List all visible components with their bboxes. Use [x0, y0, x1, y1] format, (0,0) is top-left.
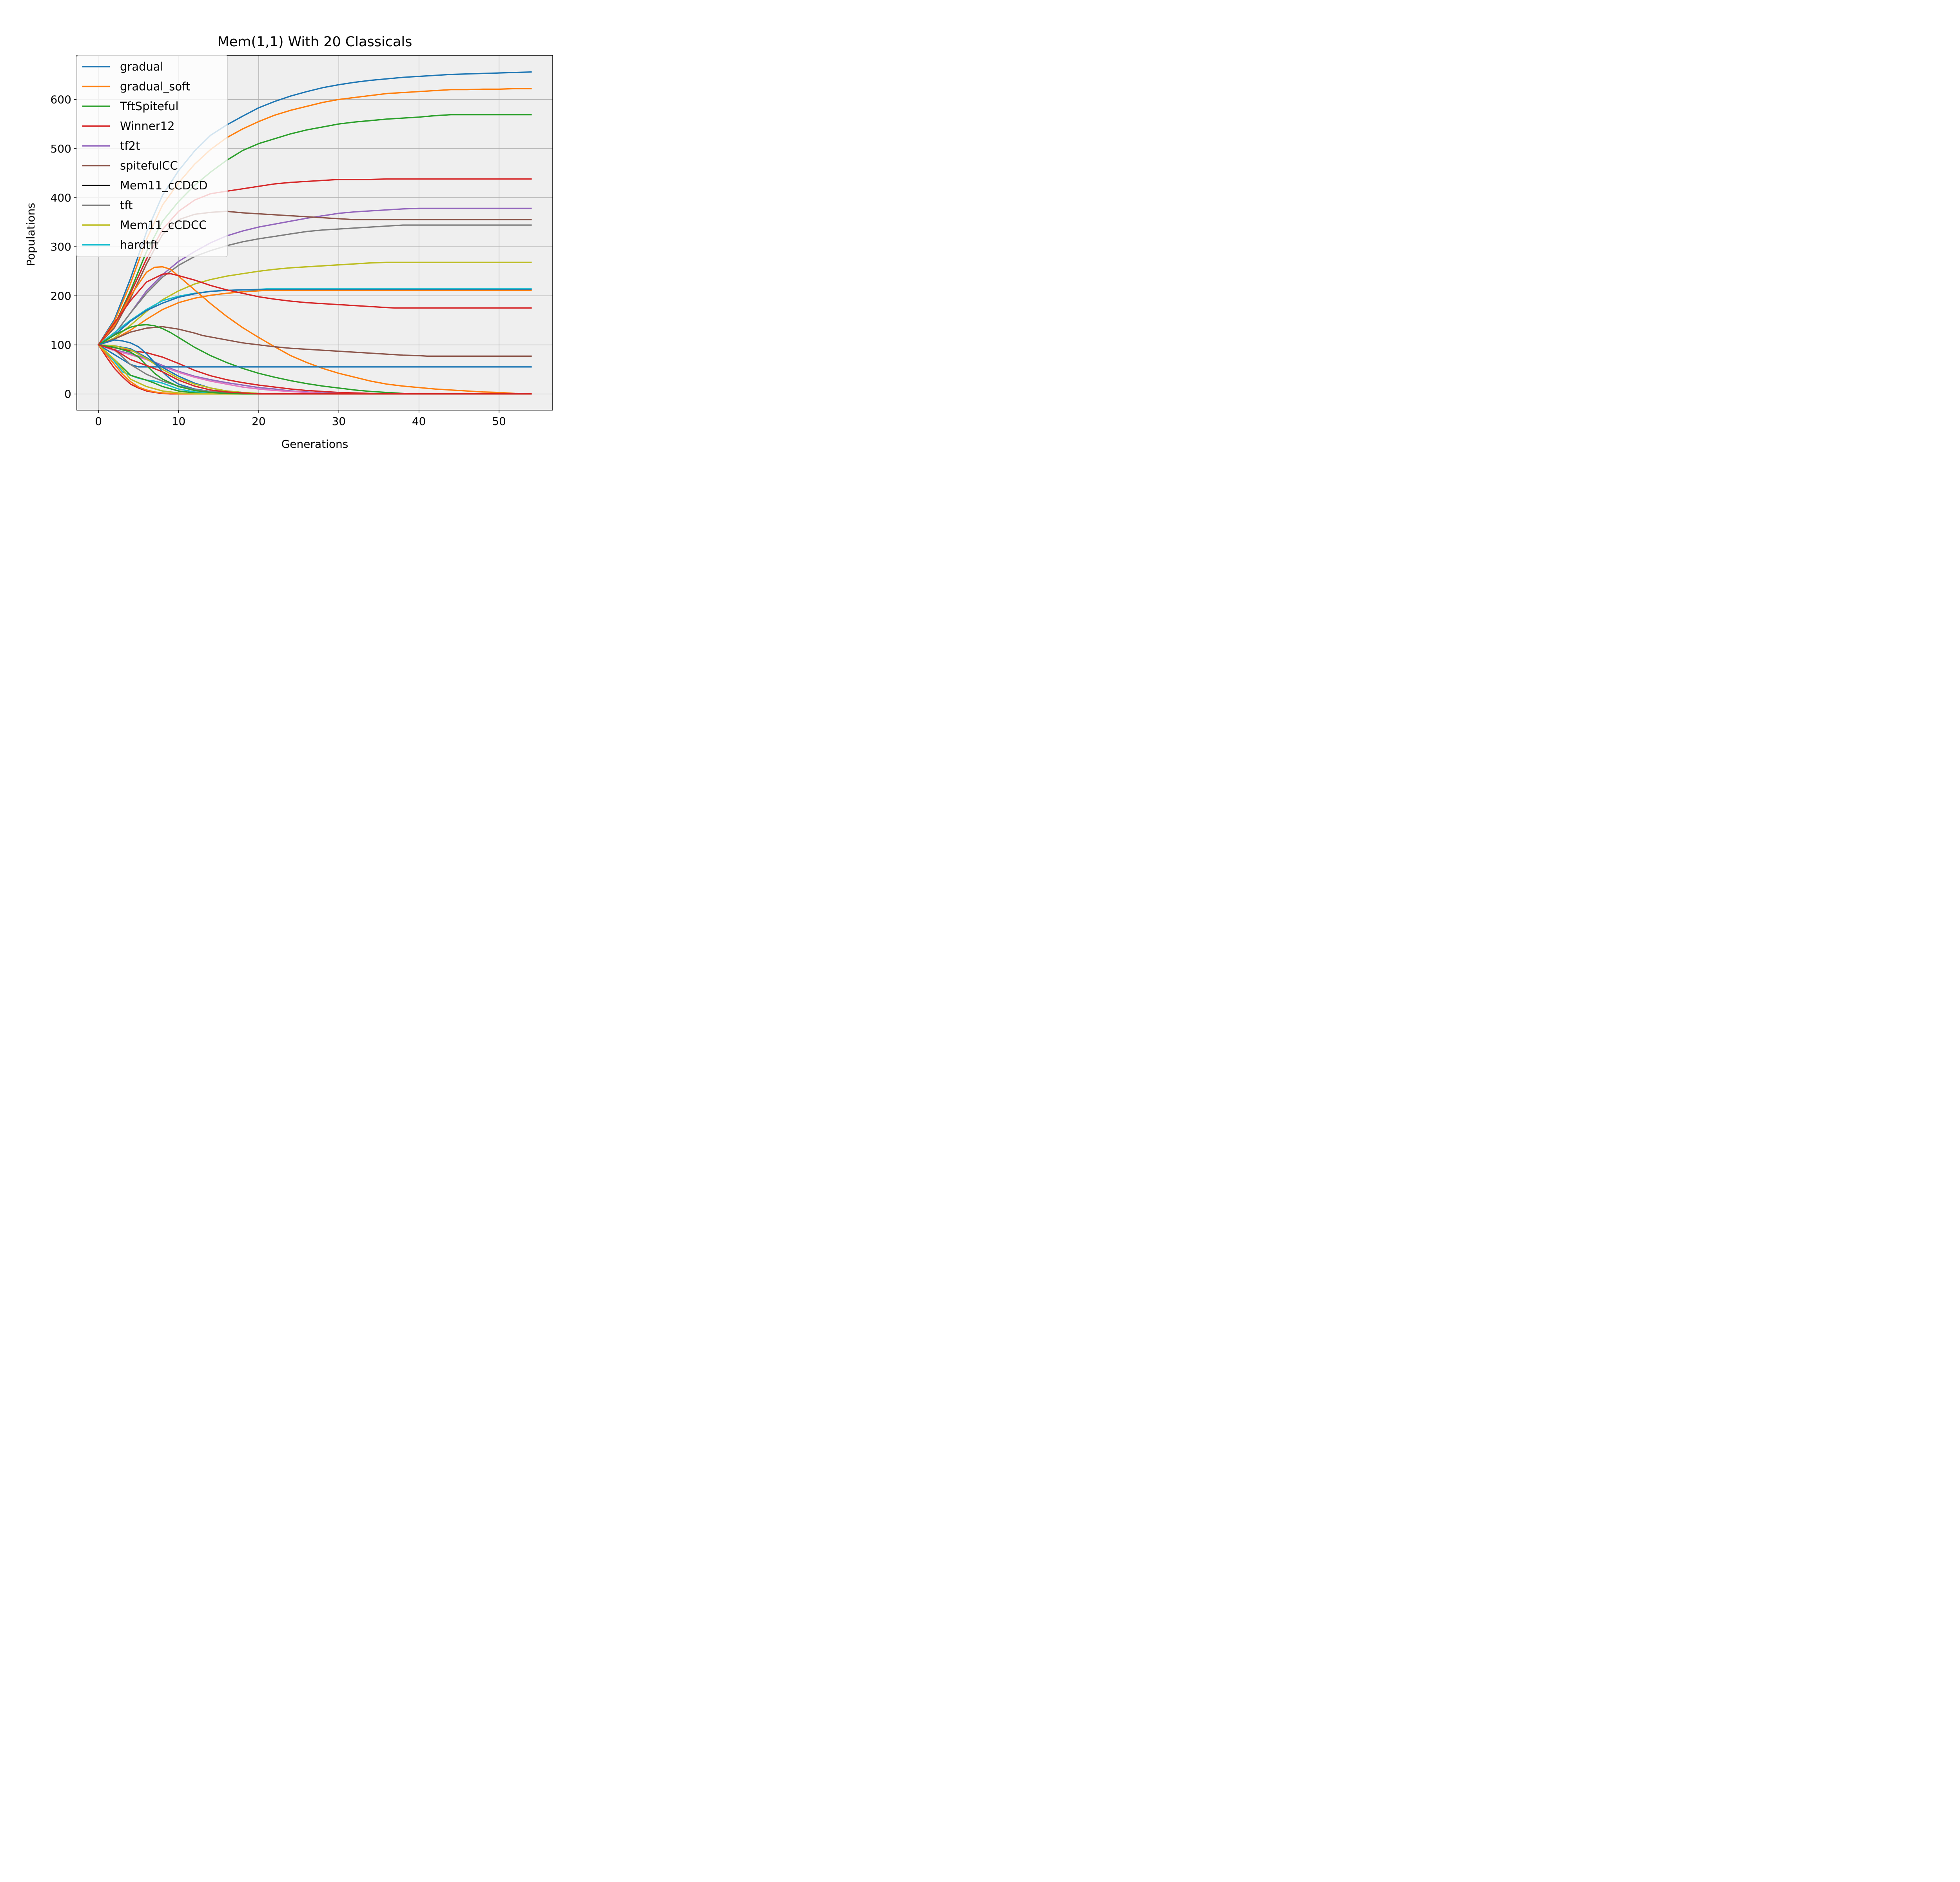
- series-line-28: [97, 344, 532, 395]
- series-line-tft: [97, 224, 532, 346]
- series-line-tf2t: [97, 207, 532, 346]
- legend-label: TftSpiteful: [120, 100, 179, 113]
- x-tick-label: 10: [172, 415, 186, 428]
- x-tick-label: 20: [252, 415, 266, 428]
- series-line-14: [98, 326, 532, 357]
- legend-label: Mem11_cCDCD: [120, 179, 208, 192]
- series-line-15: [97, 324, 532, 395]
- series-line-30: [98, 344, 532, 395]
- y-tick-label: 0: [64, 388, 71, 401]
- y-tick-label: 500: [51, 142, 71, 155]
- series-line-27: [97, 344, 532, 395]
- y-tick-label: 600: [51, 93, 71, 106]
- x-tick-label: 30: [332, 415, 346, 428]
- series-line-11: [98, 289, 532, 346]
- legend-label: Winner12: [120, 120, 175, 133]
- line-chart: 0 10 20 30 40 50 0 100 200 300 400 500 600 Mem(1,1)…: [0, 0, 608, 456]
- y-tick-label: 100: [51, 339, 71, 352]
- legend-label: hardtft: [120, 238, 158, 252]
- legend-label: tf2t: [120, 139, 140, 153]
- legend-box: [76, 55, 228, 257]
- legend-label: gradual_soft: [120, 80, 190, 93]
- legend-label: spitefulCC: [120, 159, 178, 173]
- y-tick-label: 300: [51, 240, 71, 253]
- y-tick-label: 200: [51, 289, 71, 302]
- y-tick-label: 400: [51, 191, 71, 204]
- series-line-12: [97, 266, 532, 395]
- x-tick-label: 40: [412, 415, 426, 428]
- x-axis-label: Generations: [281, 438, 348, 451]
- legend-label: gradual: [120, 60, 163, 73]
- chart-title: Mem(1,1) With 20 Classicals: [218, 34, 412, 50]
- x-tick-label: 0: [95, 415, 102, 428]
- legend: gradual gradual_soft TftSpiteful Winner12 tf…: [76, 55, 228, 257]
- series-line-22: [97, 344, 532, 368]
- y-axis-ticks: 0 100 200 300 400 500 600: [51, 93, 77, 401]
- x-tick-label: 50: [492, 415, 506, 428]
- legend-label: Mem11_cCDCC: [120, 218, 207, 232]
- x-axis-ticks: 0 10 20 30 40 50: [95, 410, 506, 428]
- series-line-13: [97, 273, 532, 346]
- y-axis-label: Populations: [24, 203, 37, 266]
- series-lines: [97, 71, 532, 395]
- series-line-29: [98, 344, 532, 395]
- legend-label: tft: [120, 199, 132, 212]
